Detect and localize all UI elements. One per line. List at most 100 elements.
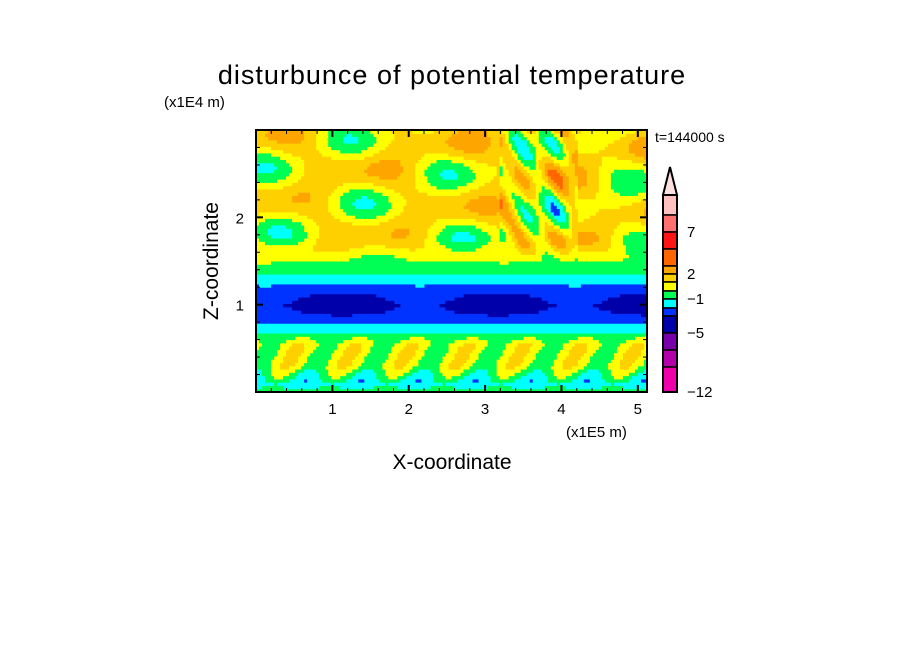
contour-cell	[466, 182, 486, 187]
contour-cell	[544, 195, 555, 200]
contour-cell	[475, 346, 486, 350]
contour-cell	[550, 208, 561, 213]
contour-cell	[604, 378, 630, 383]
contour-cell	[610, 182, 648, 187]
contour-cell	[565, 241, 579, 246]
contour-cell	[448, 143, 492, 147]
contour-cell	[637, 192, 648, 196]
contour-cell	[508, 133, 516, 138]
contour-cell	[544, 228, 561, 233]
contour-cell	[364, 156, 422, 160]
contour-cell	[394, 188, 419, 193]
colorbar-swatch	[662, 290, 678, 300]
contour-cell	[286, 339, 317, 344]
contour-cell	[538, 166, 546, 170]
contour-cell	[295, 336, 311, 341]
contour-cell	[571, 218, 579, 223]
contour-cell	[511, 149, 516, 154]
contour-cell	[442, 382, 446, 386]
contour-cell	[481, 228, 501, 233]
contour-cell	[349, 257, 407, 262]
contour-cell	[352, 221, 380, 226]
contour-cell	[640, 349, 648, 354]
contour-cell	[280, 362, 296, 367]
contour-cell	[256, 339, 260, 344]
contour-cell	[304, 378, 308, 383]
contour-cell	[346, 346, 362, 350]
contour-cell	[430, 342, 449, 347]
contour-cell	[571, 234, 579, 239]
contour-cell	[559, 202, 564, 206]
contour-cell	[361, 349, 371, 354]
contour-cell	[622, 352, 642, 357]
contour-cell	[376, 375, 389, 380]
contour-cell	[271, 234, 293, 239]
contour-cell	[391, 139, 446, 144]
contour-cell	[328, 136, 344, 141]
contour-cell	[436, 159, 452, 164]
contour-cell	[463, 362, 474, 367]
contour-cell	[517, 146, 531, 151]
contour-cell	[292, 195, 311, 200]
contour-cell	[331, 146, 368, 151]
contour-cell	[475, 247, 519, 252]
contour-cell	[562, 149, 570, 154]
contour-cell	[316, 136, 329, 141]
contour-cell	[361, 195, 368, 200]
contour-cell	[514, 218, 519, 223]
x-unit-label: (x1E5 m)	[566, 424, 627, 441]
contour-cell	[328, 208, 344, 213]
contour-cell	[397, 352, 416, 357]
contour-cell	[568, 149, 576, 154]
contour-cell	[403, 208, 471, 213]
contour-cell	[598, 179, 612, 183]
contour-cell	[526, 169, 543, 174]
contour-cell	[433, 372, 443, 377]
contour-cell	[538, 159, 555, 164]
contour-cell	[553, 162, 561, 167]
contour-cell	[331, 192, 344, 196]
contour-cell	[562, 234, 570, 239]
contour-cell	[475, 359, 498, 364]
contour-cell	[502, 192, 507, 196]
contour-cell	[613, 355, 624, 360]
contour-cell	[505, 234, 513, 239]
contour-cell	[478, 352, 504, 357]
contour-cell	[550, 175, 564, 180]
contour-cell	[352, 336, 368, 341]
contour-cell	[397, 355, 413, 360]
contour-cell	[418, 346, 428, 350]
contour-cell	[550, 146, 561, 151]
contour-cell	[490, 378, 516, 383]
contour-cell	[532, 156, 537, 160]
contour-cell	[418, 362, 440, 367]
contour-cell	[376, 372, 386, 377]
contour-cell	[256, 146, 272, 151]
contour-cell	[538, 310, 612, 314]
contour-cell	[352, 313, 489, 318]
contour-cell	[304, 238, 317, 242]
contour-cell	[556, 136, 564, 141]
contour-cell	[256, 306, 293, 311]
contour-cell	[313, 349, 335, 354]
contour-cell	[256, 156, 281, 160]
contour-cell	[328, 205, 341, 210]
contour-cell	[526, 130, 537, 134]
contour-cell	[628, 143, 648, 147]
contour-cell	[619, 365, 630, 370]
contour-cell	[388, 208, 404, 213]
contour-cell	[400, 349, 416, 354]
contour-cell	[541, 346, 564, 350]
contour-cell	[292, 218, 314, 223]
contour-cell	[409, 247, 416, 252]
contour-cell	[454, 385, 489, 390]
contour-cell	[328, 359, 338, 364]
contour-cell	[538, 192, 555, 196]
contour-cell	[631, 159, 648, 164]
contour-cell	[541, 175, 549, 180]
contour-cell	[277, 139, 302, 144]
contour-cell	[259, 221, 302, 226]
contour-cell	[352, 369, 362, 373]
contour-cell	[283, 355, 299, 360]
contour-cell	[256, 215, 308, 219]
